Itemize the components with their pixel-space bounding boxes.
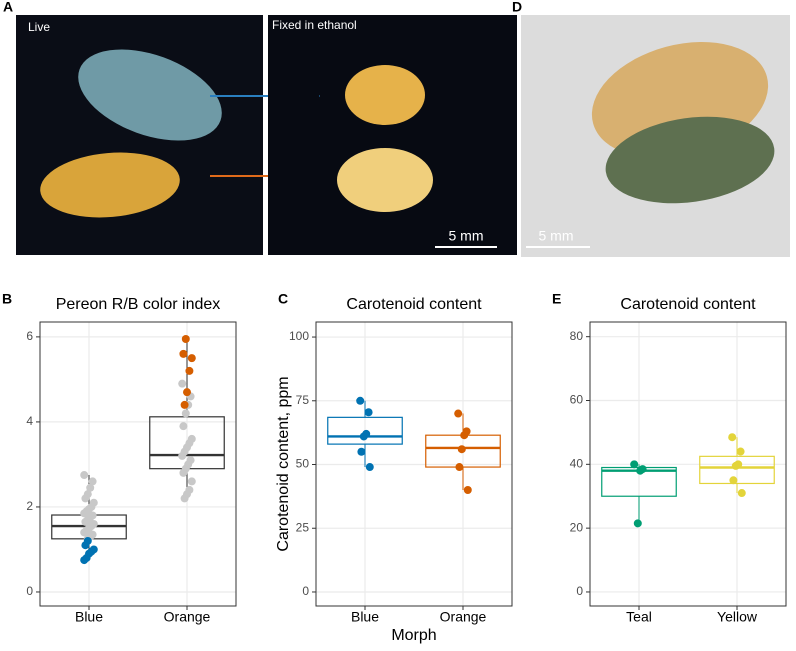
point — [630, 460, 639, 469]
point — [179, 422, 188, 431]
point — [356, 396, 365, 405]
point — [454, 409, 463, 418]
point — [180, 400, 189, 409]
panel-letter: E — [552, 291, 561, 307]
shrimp-blue — [78, 49, 222, 141]
y-tick-label: 60 — [570, 393, 584, 407]
point — [86, 483, 95, 492]
point — [187, 354, 196, 363]
y-tick-label: 6 — [26, 329, 33, 343]
point — [181, 335, 190, 344]
panel-letter: A — [3, 0, 13, 15]
point — [463, 486, 472, 495]
y-tick-label: 0 — [302, 584, 309, 598]
y-tick-label: 25 — [296, 520, 310, 534]
shrimp-fixed — [345, 65, 425, 125]
point — [457, 445, 466, 454]
point — [636, 466, 645, 475]
point — [178, 379, 187, 388]
chart-title: Carotenoid content — [620, 296, 756, 313]
point — [364, 408, 373, 417]
point — [81, 517, 90, 526]
point — [81, 494, 90, 503]
point — [633, 519, 642, 528]
point — [357, 447, 366, 456]
point — [187, 477, 196, 486]
x-axis-label: Morph — [391, 627, 436, 644]
point — [179, 468, 188, 477]
photo-live — [16, 15, 263, 255]
chart-title: Pereon R/B color index — [56, 296, 221, 313]
panel-border — [315, 321, 513, 607]
point — [737, 489, 746, 498]
point — [179, 349, 188, 358]
point — [81, 541, 90, 550]
point — [183, 388, 191, 397]
y-tick-label: 40 — [570, 456, 584, 470]
scale-label: 5 mm — [539, 228, 574, 244]
panel-border — [39, 321, 237, 607]
shrimp-teal — [605, 116, 775, 204]
y-tick-label: 2 — [26, 499, 33, 513]
scale-label: 5 mm — [449, 228, 484, 244]
x-tick-label: Orange — [164, 609, 211, 625]
point — [180, 494, 189, 503]
point — [728, 433, 737, 442]
y-tick-label: 4 — [26, 414, 33, 428]
y-tick-label: 0 — [576, 584, 583, 598]
panel-letter: B — [2, 291, 12, 307]
point — [729, 476, 738, 485]
point — [88, 477, 97, 486]
photo-label: Fixed in ethanol — [272, 18, 357, 32]
photo-fixed — [268, 15, 517, 255]
y-tick-label: 100 — [289, 329, 309, 343]
box — [699, 455, 775, 485]
point — [178, 451, 187, 460]
x-tick-label: Yellow — [717, 609, 758, 625]
point — [80, 528, 89, 537]
point — [181, 409, 190, 418]
point — [80, 556, 89, 565]
point — [185, 366, 194, 375]
chart-title: Carotenoid content — [346, 296, 482, 313]
y-tick-label: 0 — [26, 584, 33, 598]
point — [80, 471, 89, 480]
point — [460, 431, 469, 440]
x-tick-label: Teal — [626, 609, 652, 625]
shrimp-orange — [40, 152, 180, 218]
y-tick-label: 80 — [570, 329, 584, 343]
point — [365, 463, 374, 472]
y-tick-label: 20 — [570, 520, 584, 534]
point — [455, 463, 464, 472]
panel-letter: C — [278, 291, 288, 307]
point — [731, 461, 740, 470]
point — [80, 509, 89, 518]
y-tick-label: 50 — [296, 457, 310, 471]
panel-border — [589, 321, 787, 607]
shrimp-fixed — [337, 148, 433, 212]
x-tick-label: Orange — [440, 609, 487, 625]
x-tick-label: Blue — [351, 609, 379, 625]
point — [736, 447, 745, 456]
x-tick-label: Blue — [75, 609, 103, 625]
y-tick-label: 75 — [296, 393, 310, 407]
y-axis-label: Carotenoid content, ppm — [275, 376, 292, 551]
panel-letter: D — [512, 0, 522, 15]
point — [359, 432, 368, 441]
photo-label: Live — [28, 20, 50, 34]
box — [327, 416, 403, 445]
